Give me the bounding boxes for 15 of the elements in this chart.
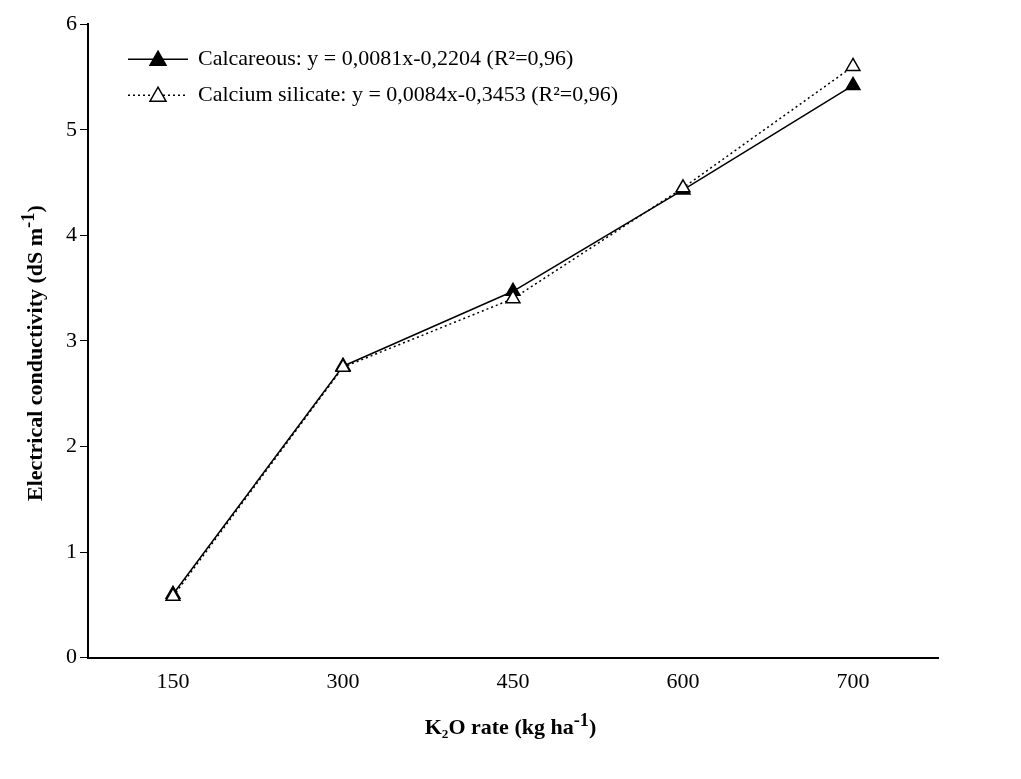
y-tick-label: 4 xyxy=(66,221,77,247)
y-tick-label: 3 xyxy=(66,326,77,352)
x-tick-label: 300 xyxy=(326,667,360,693)
y-tick-label: 2 xyxy=(66,432,77,458)
y-tick-label: 0 xyxy=(66,643,77,669)
x-tick-label: 450 xyxy=(496,667,530,693)
legend-label: Calcareous: y = 0,0081x-0,2204 (R²=0,96) xyxy=(198,44,574,70)
y-tick-label: 1 xyxy=(66,537,77,563)
x-tick-label: 700 xyxy=(836,667,870,693)
x-axis-title: K₂O rate (kg ha$^{-1}$) xyxy=(423,710,598,741)
x-tick-label: 600 xyxy=(666,667,700,693)
legend-label: Calcium silicate: y = 0,0084x-0,3453 (R²=0,96) xyxy=(198,80,619,106)
x-tick-label: 150 xyxy=(156,667,190,693)
y-tick-label: 5 xyxy=(66,115,77,141)
y-tick-label: 6 xyxy=(66,9,77,35)
